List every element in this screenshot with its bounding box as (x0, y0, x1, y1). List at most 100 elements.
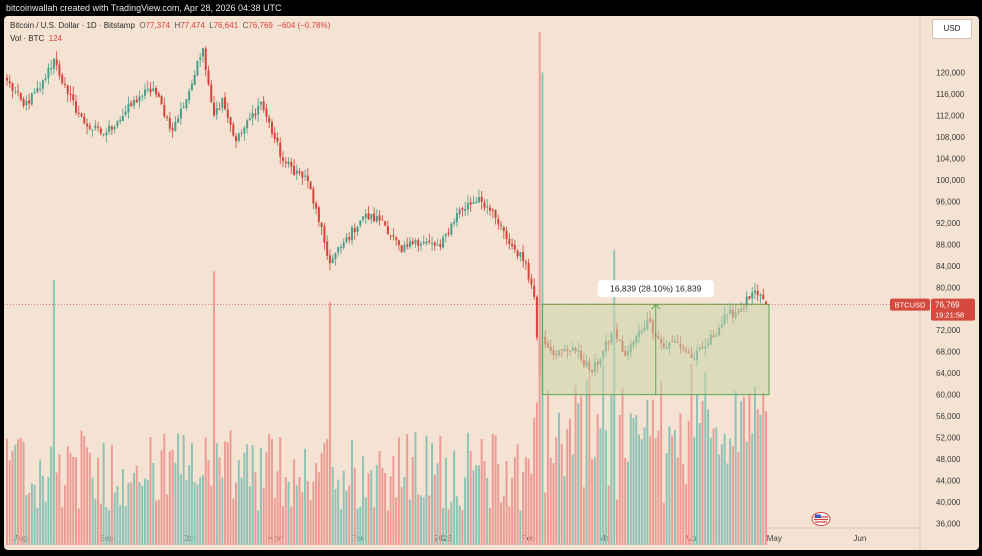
volume-bar (348, 485, 351, 545)
candle-body (762, 294, 765, 300)
volume-bar (698, 423, 701, 545)
candle-body (50, 68, 53, 70)
volume-bar (226, 442, 229, 545)
volume-bar (571, 454, 574, 545)
y-tick-label: 52,000 (936, 434, 961, 443)
volume-bar (400, 487, 403, 545)
volume-bar (152, 463, 155, 545)
candle-body (146, 88, 149, 90)
candle-body (753, 290, 756, 294)
candle-body (8, 81, 11, 84)
volume-bar (395, 497, 398, 545)
candle-body (306, 175, 309, 181)
volume-bar (624, 457, 627, 545)
candle-body (30, 93, 33, 105)
volume-bar (524, 456, 527, 545)
volume-bar (130, 482, 133, 545)
volume-bar (237, 460, 240, 545)
candle-body (138, 96, 141, 102)
currency-button[interactable]: USD (932, 19, 972, 39)
candle-body (229, 117, 232, 125)
volume-bar (538, 32, 541, 545)
volume-bar (759, 414, 762, 545)
volume-bar (535, 402, 538, 545)
candle-body (745, 296, 748, 308)
candle-body (535, 296, 538, 338)
volume-bar (334, 488, 337, 545)
candle-body (420, 244, 422, 246)
volume-bar (282, 506, 284, 545)
volume-bar (397, 437, 400, 545)
volume-bar (132, 472, 135, 545)
volume-bar (662, 502, 665, 545)
volume-bar (444, 457, 447, 545)
volume-bar (370, 470, 373, 545)
volume-bar (737, 452, 740, 545)
measurement-label-box (597, 280, 714, 298)
volume-bar (560, 443, 563, 545)
candle-body (312, 188, 315, 204)
candle-body (450, 223, 453, 235)
candle-body (367, 213, 370, 220)
volume-bar (328, 301, 331, 545)
candle-body (102, 134, 105, 136)
candle-body (359, 220, 362, 226)
candle-body (174, 121, 177, 131)
candle-body (433, 242, 436, 246)
volume-bar (138, 481, 141, 545)
symbol-name: Bitcoin / U.S. Dollar · 1D · Bitstamp (10, 21, 135, 30)
y-tick-label: 104,000 (936, 154, 965, 163)
chart-panel[interactable]: 120,000 116,000 112,000 108,000 104,000 100,0… (4, 16, 979, 550)
candle-body (480, 196, 483, 203)
candle-body (486, 206, 489, 208)
open-value: 77,374 (145, 21, 171, 30)
volume-bar (99, 503, 102, 545)
volume-bar (455, 496, 458, 545)
volume-bar (436, 463, 439, 545)
candle-body (11, 82, 14, 91)
candle-body (276, 137, 279, 142)
volume-bar (742, 396, 745, 545)
candle-body (188, 91, 191, 101)
candle-body (63, 83, 66, 85)
candle-body (364, 213, 367, 218)
candle-body (88, 125, 91, 129)
y-tick-label: 56,000 (936, 412, 961, 421)
volume-bar (682, 463, 685, 545)
volume-bar (657, 430, 660, 545)
candle-body (270, 122, 273, 134)
price-chart[interactable]: 120,000 116,000 112,000 108,000 104,000 100,0… (4, 16, 979, 550)
volume-bar (530, 473, 533, 545)
candle-body (273, 132, 276, 140)
volume-bar (505, 461, 508, 545)
volume-bar (707, 409, 710, 545)
candle-body (215, 108, 218, 115)
volume-bar (290, 506, 293, 545)
candle-body (533, 285, 536, 297)
volume-bar (177, 433, 180, 545)
candle-body (513, 244, 516, 250)
x-tick-label: May (767, 534, 782, 543)
open-label: O (139, 21, 146, 30)
volume-bar (309, 500, 312, 545)
candle-body (331, 258, 334, 264)
volume-bar (577, 403, 580, 545)
volume-bar (304, 448, 307, 545)
candle-body (389, 235, 392, 237)
candle-body (121, 116, 124, 121)
candle-body (72, 94, 75, 101)
candle-body (375, 215, 378, 222)
candle-body (414, 240, 417, 244)
attribution-text: bitcoinwallah created with TradingView.c… (6, 3, 282, 13)
volume-bar (168, 451, 171, 545)
volume-bar (458, 505, 461, 545)
candle-body (411, 241, 414, 245)
volume-bar (50, 446, 53, 545)
volume-bar (160, 450, 163, 545)
y-tick-label: 64,000 (936, 369, 961, 378)
volume-bar (494, 435, 497, 545)
candle-body (235, 136, 238, 142)
candle-body (497, 218, 500, 225)
volume-bar (712, 428, 715, 545)
volume-bar (433, 474, 436, 545)
